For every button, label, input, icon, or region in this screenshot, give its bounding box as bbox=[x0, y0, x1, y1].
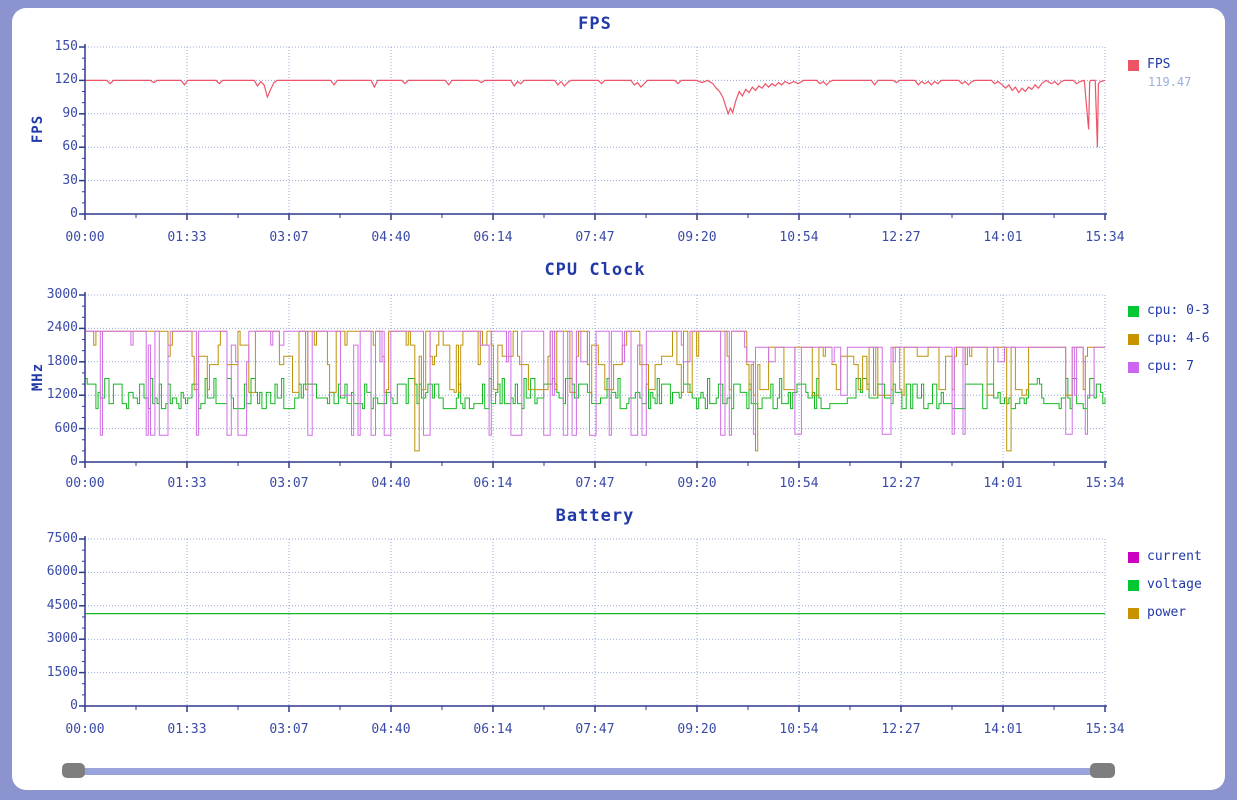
cpu-legend-swatch-icon bbox=[1128, 306, 1139, 317]
battery-y-tick-label: 6000 bbox=[26, 564, 78, 580]
battery-x-tick-label: 07:47 bbox=[563, 722, 627, 738]
cpu-y-tick-label: 1200 bbox=[26, 387, 78, 403]
battery-legend-swatch-icon bbox=[1128, 608, 1139, 619]
fps-x-tick-label: 04:40 bbox=[359, 230, 423, 246]
fps-x-tick-label: 12:27 bbox=[869, 230, 933, 246]
cpu-chart-title: CPU Clock bbox=[85, 260, 1105, 280]
fps-legend-swatch-icon bbox=[1128, 60, 1139, 71]
battery-x-tick-label: 15:34 bbox=[1073, 722, 1137, 738]
battery-legend-label: power bbox=[1147, 607, 1186, 619]
cpu-legend-label: cpu: 0-3 bbox=[1147, 305, 1210, 317]
cpu-x-tick-label: 04:40 bbox=[359, 476, 423, 492]
cpu-x-tick-label: 00:00 bbox=[53, 476, 117, 492]
battery-x-tick-label: 12:27 bbox=[869, 722, 933, 738]
fps-y-tick-label: 120 bbox=[26, 72, 78, 88]
fps-legend-label: FPS bbox=[1147, 59, 1170, 71]
battery-y-tick-label: 4500 bbox=[26, 598, 78, 614]
battery-y-tick-label: 1500 bbox=[26, 665, 78, 681]
battery-chart-title: Battery bbox=[85, 506, 1105, 526]
app-window: FPS FPS 0 30 60 90 120 150 00:00 01:33 03:07 04:… bbox=[0, 0, 1237, 800]
cpu-x-tick-label: 09:20 bbox=[665, 476, 729, 492]
cpu-y-tick-label: 3000 bbox=[26, 287, 78, 303]
fps-x-tick-label: 03:07 bbox=[257, 230, 321, 246]
cpu-legend-item[interactable]: cpu: 7 bbox=[1128, 361, 1194, 373]
fps-y-tick-label: 150 bbox=[26, 39, 78, 55]
battery-y-tick-label: 7500 bbox=[26, 531, 78, 547]
fps-y-tick-label: 30 bbox=[26, 173, 78, 189]
cpu-x-tick-label: 03:07 bbox=[257, 476, 321, 492]
fps-x-tick-label: 06:14 bbox=[461, 230, 525, 246]
fps-x-tick-label: 00:00 bbox=[53, 230, 117, 246]
cpu-x-tick-label: 15:34 bbox=[1073, 476, 1137, 492]
fps-x-tick-label: 09:20 bbox=[665, 230, 729, 246]
battery-x-tick-label: 01:33 bbox=[155, 722, 219, 738]
battery-x-tick-label: 00:00 bbox=[53, 722, 117, 738]
time-range-right-handle[interactable] bbox=[1090, 763, 1115, 778]
cpu-x-tick-label: 07:47 bbox=[563, 476, 627, 492]
cpu-x-tick-label: 06:14 bbox=[461, 476, 525, 492]
cpu-y-tick-label: 600 bbox=[26, 421, 78, 437]
battery-legend-swatch-icon bbox=[1128, 552, 1139, 563]
battery-x-tick-label: 06:14 bbox=[461, 722, 525, 738]
cpu-legend-item[interactable]: cpu: 0-3 bbox=[1128, 305, 1210, 317]
fps-x-tick-label: 14:01 bbox=[971, 230, 1035, 246]
battery-legend-swatch-icon bbox=[1128, 580, 1139, 591]
cpu-legend-item[interactable]: cpu: 4-6 bbox=[1128, 333, 1210, 345]
battery-y-tick-label: 3000 bbox=[26, 631, 78, 647]
battery-x-tick-label: 14:01 bbox=[971, 722, 1035, 738]
cpu-y-tick-label: 0 bbox=[26, 454, 78, 470]
cpu-legend-label: cpu: 7 bbox=[1147, 361, 1194, 373]
fps-x-tick-label: 01:33 bbox=[155, 230, 219, 246]
fps-x-tick-label: 15:34 bbox=[1073, 230, 1137, 246]
cpu-x-tick-label: 12:27 bbox=[869, 476, 933, 492]
time-range-scrollbar-track[interactable] bbox=[72, 768, 1115, 775]
cpu-y-tick-label: 2400 bbox=[26, 320, 78, 336]
battery-x-tick-label: 04:40 bbox=[359, 722, 423, 738]
battery-x-tick-label: 03:07 bbox=[257, 722, 321, 738]
charts-canvas bbox=[0, 0, 1237, 800]
fps-x-tick-label: 10:54 bbox=[767, 230, 831, 246]
fps-y-tick-label: 0 bbox=[26, 206, 78, 222]
cpu-y-tick-label: 1800 bbox=[26, 354, 78, 370]
battery-y-tick-label: 0 bbox=[26, 698, 78, 714]
fps-y-tick-label: 90 bbox=[26, 106, 78, 122]
battery-legend-item[interactable]: current bbox=[1128, 551, 1202, 563]
battery-x-tick-label: 10:54 bbox=[767, 722, 831, 738]
cpu-x-tick-label: 14:01 bbox=[971, 476, 1035, 492]
fps-chart-title: FPS bbox=[85, 14, 1105, 34]
battery-legend-label: voltage bbox=[1147, 579, 1202, 591]
fps-legend-current-value: 119.47 bbox=[1148, 75, 1191, 89]
cpu-x-tick-label: 01:33 bbox=[155, 476, 219, 492]
time-range-left-handle[interactable] bbox=[62, 763, 85, 778]
cpu-legend-swatch-icon bbox=[1128, 334, 1139, 345]
battery-legend-item[interactable]: power bbox=[1128, 607, 1186, 619]
cpu-x-tick-label: 10:54 bbox=[767, 476, 831, 492]
battery-x-tick-label: 09:20 bbox=[665, 722, 729, 738]
fps-y-tick-label: 60 bbox=[26, 139, 78, 155]
battery-legend-label: current bbox=[1147, 551, 1202, 563]
fps-x-tick-label: 07:47 bbox=[563, 230, 627, 246]
fps-legend-item[interactable]: FPS bbox=[1128, 59, 1170, 71]
cpu-legend-label: cpu: 4-6 bbox=[1147, 333, 1210, 345]
battery-legend-item[interactable]: voltage bbox=[1128, 579, 1202, 591]
cpu-legend-swatch-icon bbox=[1128, 362, 1139, 373]
